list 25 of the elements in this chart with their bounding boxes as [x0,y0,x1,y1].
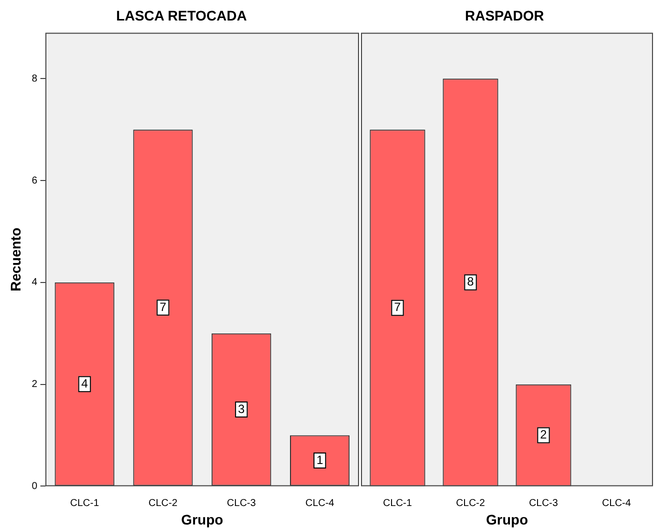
data-label: 3 [238,402,246,416]
y-tick-label: 8 [32,73,38,84]
x-tick-label: CLC-2 [456,498,486,509]
data-label: 2 [540,428,548,442]
y-tick-label: 2 [32,379,38,390]
data-label: 8 [467,274,474,289]
x-tick-label: CLC-4 [305,498,335,509]
y-tick-label: 6 [32,175,38,186]
data-label: 4 [81,376,88,390]
x-axis-title: Grupo [181,511,224,528]
x-tick-label: CLC-1 [70,498,100,509]
y-tick-label: 4 [32,277,38,288]
chart-title: LASCA RETOCADA [116,7,247,24]
chart-title: RASPADOR [464,7,544,24]
x-tick-label: CLC-1 [383,498,412,509]
y-tick-label: 0 [32,480,38,492]
y-axis-title: Recuento [7,228,24,292]
data-label: 7 [394,300,402,314]
x-axis-title: Grupo [486,511,528,528]
x-tick-label: CLC-2 [148,498,178,509]
data-label: 7 [160,300,167,314]
data-label: 1 [316,452,324,467]
x-tick-label: CLC-3 [529,498,558,509]
x-tick-label: CLC-4 [602,498,632,509]
x-tick-label: CLC-3 [226,498,256,509]
